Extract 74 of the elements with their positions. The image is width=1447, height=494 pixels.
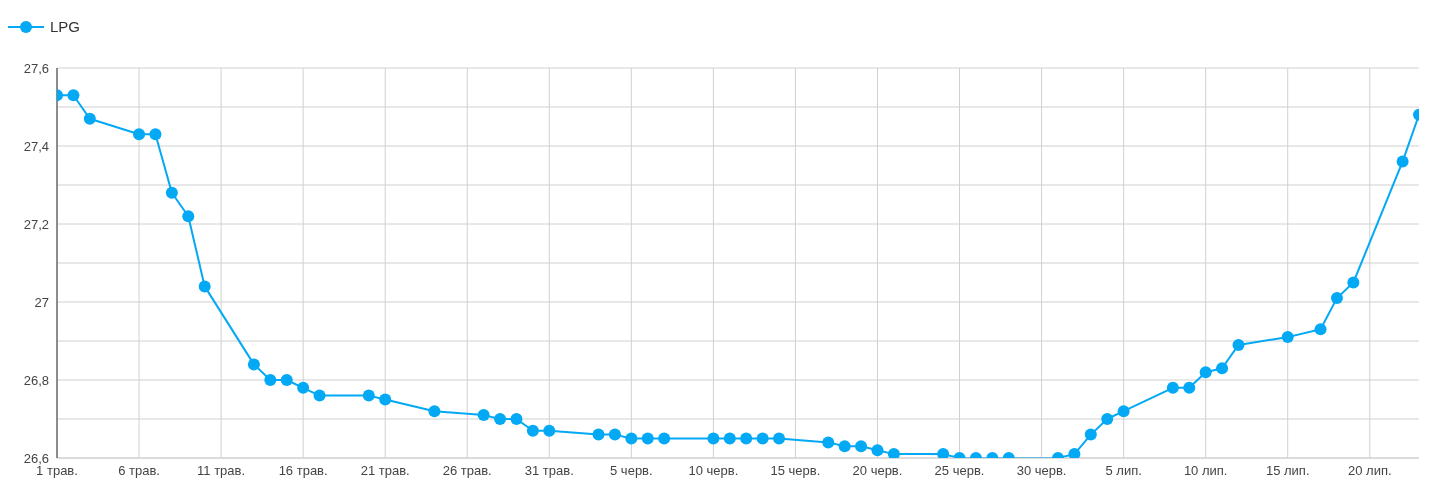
point	[1330, 292, 1343, 305]
point	[855, 440, 868, 453]
point	[723, 432, 736, 445]
point	[625, 432, 638, 445]
x-tick-label: 21 трав.	[360, 463, 410, 479]
y-tick-label: 27	[34, 294, 49, 310]
point	[1216, 362, 1229, 375]
point	[822, 436, 835, 449]
x-tick-label: 10 черв.	[688, 463, 739, 479]
point	[149, 128, 162, 141]
x-tick-label: 5 лип.	[1105, 463, 1142, 479]
point	[362, 389, 375, 402]
point	[67, 89, 80, 102]
y-tick-label: 27,2	[23, 216, 49, 232]
point	[838, 440, 851, 453]
x-tick-label: 20 лип.	[1347, 463, 1392, 479]
x-tick-label: 5 черв.	[610, 463, 653, 479]
point	[133, 128, 146, 141]
point	[1084, 428, 1097, 441]
point	[247, 358, 260, 371]
x-tick-label: 10 лип.	[1183, 463, 1228, 479]
point	[1183, 381, 1196, 394]
point	[740, 432, 753, 445]
x-tick-label: 25 черв.	[934, 463, 985, 479]
point	[871, 444, 884, 457]
point	[1117, 405, 1130, 418]
point	[428, 405, 441, 418]
point	[313, 389, 326, 402]
point	[477, 409, 490, 422]
point	[83, 112, 96, 125]
point	[658, 432, 671, 445]
point	[543, 424, 556, 437]
point	[1281, 331, 1294, 344]
x-tick-label: 31 трав.	[524, 463, 574, 479]
point	[1199, 366, 1212, 379]
legend-label: LPG	[50, 18, 81, 35]
point	[641, 432, 654, 445]
point	[1101, 413, 1114, 425]
point	[707, 432, 720, 445]
point	[773, 432, 786, 445]
y-tick-label: 27,4	[23, 138, 49, 154]
point	[1232, 338, 1245, 351]
x-tick-label: 11 трав.	[197, 463, 246, 479]
point	[592, 428, 605, 441]
point	[494, 413, 507, 425]
point	[379, 393, 392, 406]
x-tick-label: 26 трав.	[442, 463, 492, 479]
point	[1068, 448, 1081, 458]
point	[280, 374, 293, 386]
point	[1314, 323, 1327, 336]
x-tick-label: 16 трав.	[278, 463, 328, 479]
point	[1166, 381, 1179, 394]
x-tick-label: 1 трав.	[36, 463, 78, 479]
point	[608, 428, 621, 441]
x-tick-label: 15 черв.	[770, 463, 821, 479]
x-tick-label: 30 черв.	[1016, 463, 1067, 479]
point	[756, 432, 769, 445]
point	[165, 186, 178, 199]
point	[182, 210, 195, 223]
point	[297, 381, 310, 394]
y-tick-label: 26,8	[23, 372, 49, 388]
point	[887, 448, 900, 458]
x-tick-label: 15 лип.	[1265, 463, 1310, 479]
x-tick-label: 6 трав.	[118, 463, 160, 479]
point	[937, 448, 950, 458]
y-tick-label: 26,6	[23, 450, 49, 466]
point	[526, 424, 539, 437]
point	[1396, 155, 1409, 168]
y-tick-label: 27,6	[23, 60, 49, 76]
point	[198, 280, 211, 293]
point	[1347, 276, 1360, 289]
point	[510, 413, 523, 425]
point	[264, 374, 277, 386]
x-tick-label: 20 черв.	[852, 463, 903, 479]
